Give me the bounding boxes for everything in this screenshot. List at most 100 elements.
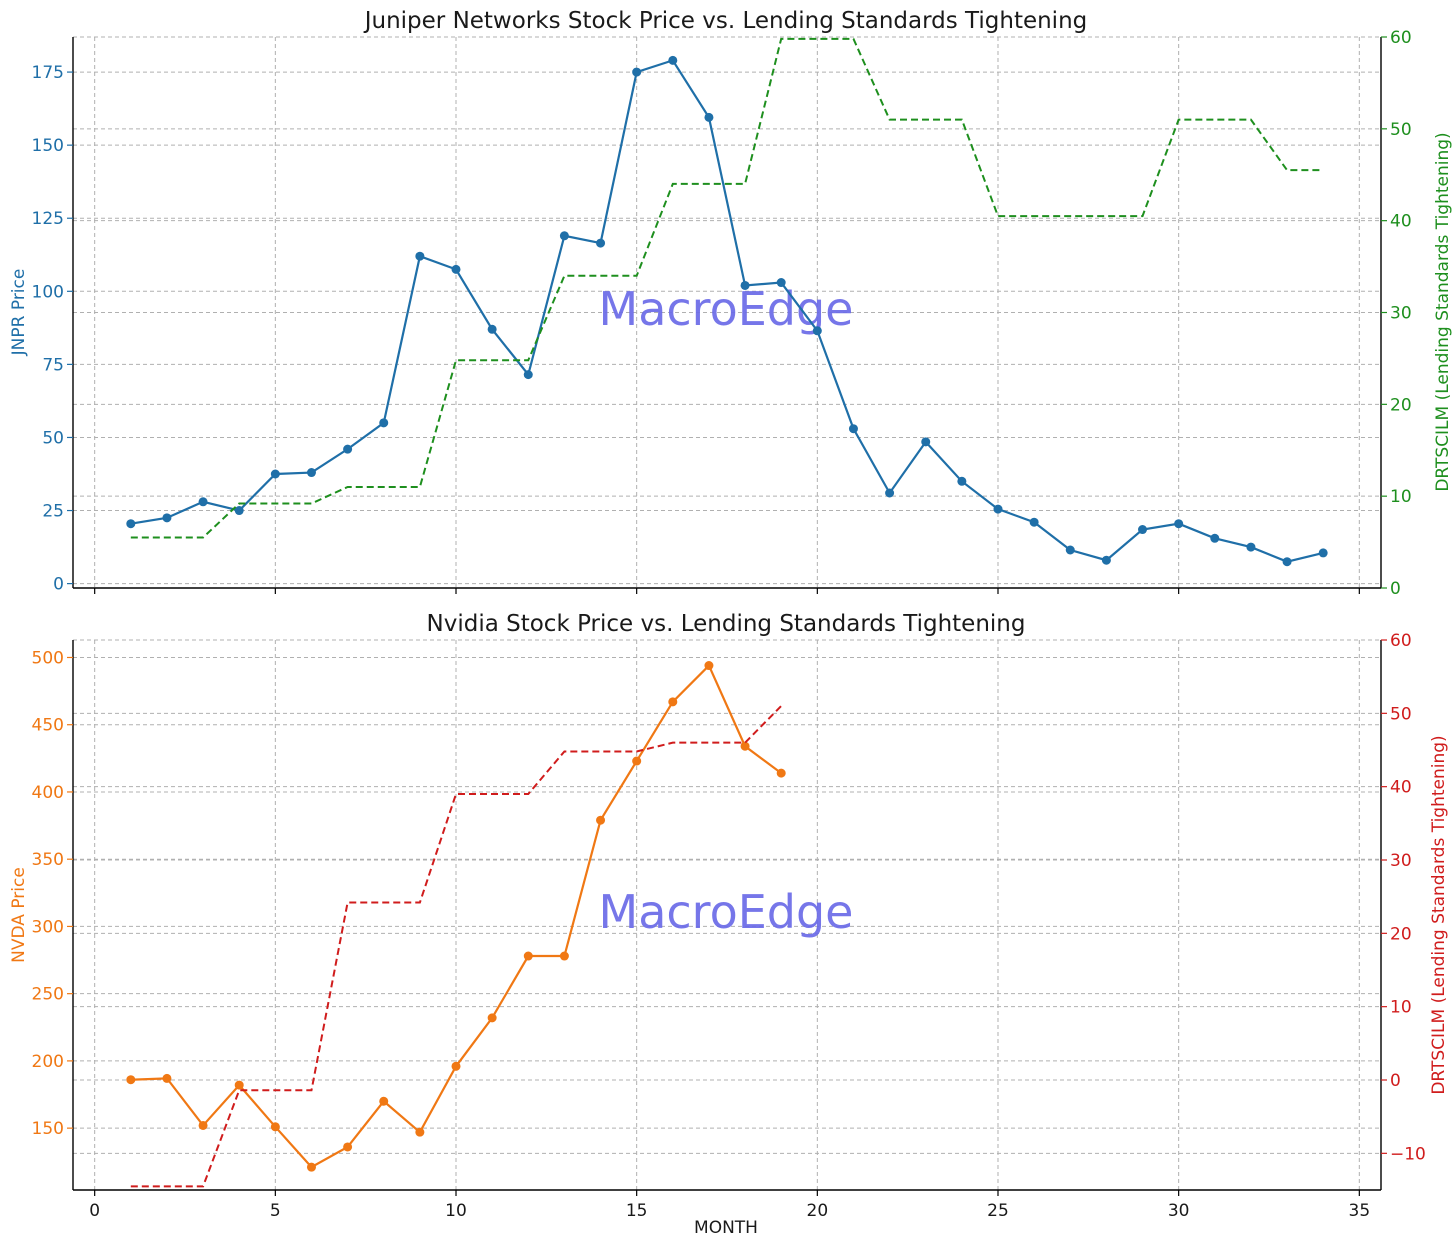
stock-price-point	[596, 238, 606, 248]
x-axis-ticks	[94, 588, 1360, 594]
stock-price-point	[776, 768, 786, 778]
stock-price-point	[1246, 542, 1256, 552]
stock-price-point	[668, 55, 678, 65]
left-y-tick-label: 175	[32, 63, 64, 83]
stock-price-point	[234, 1080, 244, 1090]
stock-price-point	[234, 506, 244, 516]
stock-price-point	[343, 1142, 353, 1152]
stock-price-point	[379, 1096, 389, 1106]
stock-price-point	[523, 370, 533, 380]
stock-price-point	[270, 469, 280, 479]
left-y-tick-label: 75	[42, 355, 64, 375]
x-tick-label: 0	[89, 1201, 100, 1221]
stock-price-point	[632, 756, 642, 766]
stock-price-point	[1210, 533, 1220, 543]
stock-price-point	[198, 497, 208, 507]
x-axis-label: MONTH	[694, 1218, 758, 1238]
right-y-tick-label: 0	[1390, 1071, 1401, 1091]
left-y-tick-label: 150	[32, 136, 64, 156]
right-y-tick-label: 50	[1390, 704, 1412, 724]
right-y-tick-label: 60	[1390, 28, 1412, 48]
stock-price-point	[270, 1122, 280, 1132]
right-y-tick-label: 10	[1390, 487, 1412, 507]
left-y-axis-ticks: 0 25 50 75 100 125 150 175	[32, 63, 73, 595]
stock-price-point	[1282, 557, 1292, 567]
right-y-tick-label: 60	[1390, 631, 1412, 651]
x-tick-label: 15	[626, 1201, 648, 1221]
right-y-axis-label: DRTSCILM (Lending Standards Tightening)	[1433, 132, 1453, 491]
grid	[73, 639, 1381, 1190]
right-y-tick-label: 30	[1390, 851, 1412, 871]
data-series	[126, 37, 1328, 567]
left-y-axis-label: NVDA Price	[9, 867, 29, 963]
stock-price-point	[632, 67, 642, 77]
stock-price-point	[740, 280, 750, 290]
stock-price-point	[162, 513, 172, 523]
right-y-tick-label: 0	[1390, 579, 1401, 599]
stock-price-point	[451, 1061, 461, 1071]
lending-standards-line	[130, 705, 782, 1188]
stock-price-point	[523, 951, 533, 961]
left-y-axis-label: JNPR Price	[9, 269, 29, 357]
right-y-tick-label: 40	[1390, 778, 1412, 798]
left-y-tick-label: 300	[32, 917, 64, 937]
stock-price-point	[379, 418, 389, 428]
right-y-tick-label: 40	[1390, 212, 1412, 232]
left-y-tick-label: 500	[32, 648, 64, 668]
x-tick-label: 30	[1168, 1201, 1190, 1221]
chart-title: Juniper Networks Stock Price vs. Lending…	[363, 8, 1088, 34]
stock-price-point	[198, 1120, 208, 1130]
stock-price-point	[1101, 555, 1111, 565]
x-tick-label: 20	[807, 1201, 829, 1221]
stock-price-point	[306, 468, 316, 478]
right-y-tick-label: 50	[1390, 120, 1412, 140]
watermark: MacroEdge	[599, 282, 854, 336]
left-y-tick-label: 450	[32, 716, 64, 736]
right-y-tick-label: 20	[1390, 395, 1412, 415]
jnpr-chart-panel: 0 25 50 75 100 125 150 175 0 10 20 30 40 50 60 Junipe…	[9, 8, 1453, 599]
watermark: MacroEdge	[599, 885, 854, 939]
right-y-tick-label: 10	[1390, 998, 1412, 1018]
stock-price-point	[1029, 517, 1039, 527]
stock-price-point	[993, 504, 1003, 514]
data-series	[126, 661, 786, 1188]
right-y-axis-label: DRTSCILM (Lending Standards Tightening)	[1429, 735, 1449, 1094]
stock-price-point	[921, 437, 931, 447]
left-y-tick-label: 350	[32, 850, 64, 870]
stock-price-point	[343, 444, 353, 454]
stock-price-point	[451, 264, 461, 274]
x-tick-label: 35	[1349, 1201, 1371, 1221]
stock-price-point	[415, 1127, 425, 1137]
stock-price-point	[1065, 545, 1075, 555]
right-y-tick-label: −10	[1390, 1144, 1426, 1164]
left-y-tick-label: 100	[32, 282, 64, 302]
stock-price-point	[812, 326, 822, 336]
left-y-tick-label: 250	[32, 985, 64, 1005]
x-tick-label: 10	[445, 1201, 467, 1221]
left-y-axis-ticks: 150 200 250 300 350 400 450 500	[32, 648, 73, 1139]
stock-price-point	[415, 251, 425, 261]
stock-price-point	[704, 112, 714, 122]
stock-price-point	[126, 1075, 136, 1085]
left-y-tick-label: 400	[32, 783, 64, 803]
stock-price-point	[306, 1162, 316, 1172]
stock-price-point	[957, 476, 967, 486]
stock-price-point	[1174, 519, 1184, 529]
right-y-tick-label: 30	[1390, 304, 1412, 324]
stock-price-point	[776, 278, 786, 288]
left-y-tick-label: 125	[32, 209, 64, 229]
stock-price-point	[1138, 525, 1148, 535]
stock-price-point	[487, 1013, 497, 1023]
stock-price-point	[126, 519, 136, 529]
stock-price-point	[596, 815, 606, 825]
left-y-tick-label: 150	[32, 1119, 64, 1139]
stock-price-point	[487, 324, 497, 334]
right-y-tick-label: 20	[1390, 924, 1412, 944]
right-y-axis-ticks: 0 10 20 30 40 50 60	[1381, 28, 1412, 599]
stock-price-point	[559, 231, 569, 241]
stock-price-line	[130, 59, 1324, 563]
left-y-tick-label: 50	[42, 428, 64, 448]
left-y-tick-label: 200	[32, 1052, 64, 1072]
